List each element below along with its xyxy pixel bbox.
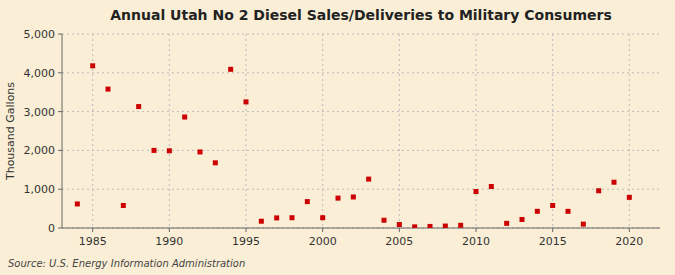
y-grid-line [62,228,660,229]
point [489,184,494,189]
background [0,0,675,275]
x-tick [399,228,400,232]
y-tick [58,189,62,190]
point [550,203,555,208]
x-axis [62,228,660,229]
x-tick-label: 2015 [539,235,567,248]
point [382,218,387,223]
x-grid-line [552,34,553,228]
x-tick-label: 2005 [385,235,413,248]
x-tick-label: 2000 [309,235,337,248]
y-tick-label: 5,000 [24,28,56,41]
x-tick [169,228,170,232]
x-tick [552,228,553,232]
point [612,180,617,185]
point [474,189,479,194]
x-tick [322,228,323,232]
point [305,199,310,204]
point [167,148,172,153]
source-note: Source: U.S. Energy Information Administ… [8,258,245,269]
point [627,195,632,200]
x-tick-label: 1990 [155,235,183,248]
point [520,217,525,222]
point [428,224,433,228]
y-tick-label: 1,000 [24,183,56,196]
chart: Annual Utah No 2 Diesel Sales/Deliveries… [0,0,675,275]
point [581,222,586,227]
y-tick-label: 3,000 [24,106,56,119]
point [182,115,187,120]
point [320,215,325,220]
y-tick [58,34,62,35]
point [290,215,295,220]
x-tick [92,228,93,232]
y-tick [58,111,62,112]
point [152,148,157,153]
y-tick [58,228,62,229]
point [244,99,249,104]
x-grid-line [246,34,247,228]
point [90,63,95,68]
y-axis-label: Thousand Gallons [4,82,17,181]
x-tick [476,228,477,232]
point [397,222,402,227]
point [366,177,371,182]
point [336,196,341,201]
y-tick-label: 2,000 [24,144,56,157]
point [566,209,571,214]
x-tick [246,228,247,232]
y-tick-label: 4,000 [24,67,56,80]
point [75,201,80,206]
x-grid-line [322,34,323,228]
point [504,221,509,226]
points [75,63,632,228]
point [274,215,279,220]
point [198,149,203,154]
point [106,87,111,92]
x-grid-line [169,34,170,228]
y-tick [58,72,62,73]
x-tick [629,228,630,232]
point [458,223,463,228]
y-grid-line [62,111,660,112]
point [121,203,126,208]
x-tick-label: 2020 [615,235,643,248]
point [259,219,264,224]
x-grid-line [92,34,93,228]
x-tick-label: 1995 [232,235,260,248]
y-grid-line [62,72,660,73]
y-tick-label: 0 [48,222,55,235]
x-tick-label: 2010 [462,235,490,248]
point [412,224,417,228]
title: Annual Utah No 2 Diesel Sales/Deliveries… [110,7,612,23]
x-grid-line [399,34,400,228]
x-tick-label: 1985 [79,235,107,248]
y-tick [58,150,62,151]
point [535,209,540,214]
point [596,188,601,193]
y-axis [62,34,63,228]
point [351,194,356,199]
point [136,104,141,109]
point [228,67,233,72]
y-grid-line [62,189,660,190]
y-grid-line [62,34,660,35]
x-grid-line [476,34,477,228]
point [213,160,218,165]
point [443,224,448,228]
